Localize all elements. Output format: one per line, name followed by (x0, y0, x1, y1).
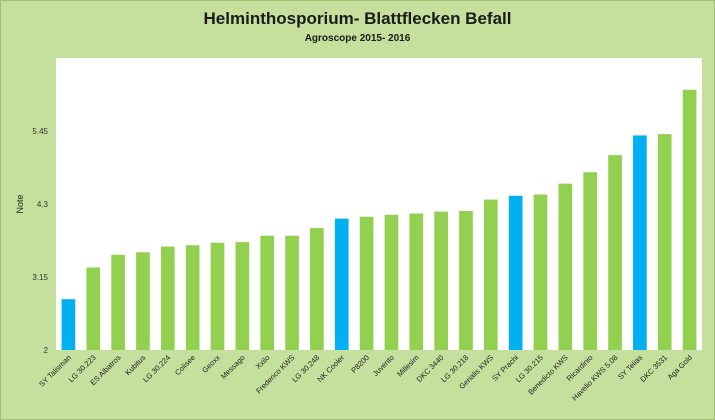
bar (483, 199, 498, 350)
bar (657, 134, 672, 350)
bar (583, 172, 598, 350)
bar (260, 235, 275, 350)
x-category-label: Messago (219, 353, 247, 381)
bar (334, 218, 349, 350)
y-tick-label: 4.3 (37, 200, 49, 209)
y-tick-label: 2 (44, 346, 49, 355)
bar (136, 252, 150, 350)
bar (359, 216, 374, 350)
plot-area (56, 58, 702, 350)
bar (210, 242, 225, 350)
bar (434, 211, 448, 350)
x-category-label: SY Talisman (37, 353, 73, 389)
bar (682, 89, 697, 350)
x-category-label: Juvento (371, 353, 396, 378)
chart-subtitle: Agroscope 2015- 2016 (304, 33, 411, 44)
bar (111, 254, 125, 350)
x-category-label: LG 30.224 (141, 353, 172, 384)
bar (558, 183, 573, 350)
bar (61, 299, 76, 350)
x-category-label: Havelio KWS 5.08 (570, 353, 619, 402)
bars (61, 89, 697, 350)
bar (86, 267, 101, 350)
chart-title: Helminthosporium- Blattflecken Befall (203, 9, 512, 28)
y-tick-label: 5.45 (32, 127, 48, 136)
bar (633, 135, 647, 350)
bar (310, 228, 324, 350)
y-tick-label: 3.15 (32, 273, 48, 282)
bar (533, 194, 548, 350)
x-category-label: Colisee (173, 353, 197, 377)
x-category-label: P8200 (349, 353, 371, 375)
bar (384, 214, 399, 350)
bar (409, 213, 424, 350)
x-category-label: NK Cooler (315, 353, 346, 384)
bar (160, 246, 175, 350)
bar (608, 155, 622, 350)
bar (235, 242, 250, 350)
x-category-label: Geoxx (200, 353, 222, 375)
x-category-label: Aga Gold (666, 353, 694, 381)
bar (508, 195, 523, 350)
x-category-label: Kubitus (123, 353, 147, 377)
bar (459, 210, 473, 350)
y-axis-label: Note (15, 194, 25, 213)
x-category-label: DKC 3531 (638, 353, 669, 384)
bar (185, 245, 200, 350)
y-axis-ticks: 2 3.15 4.3 5.45 (32, 127, 48, 355)
x-category-label: Xxilo (254, 353, 272, 371)
bar (285, 235, 299, 350)
